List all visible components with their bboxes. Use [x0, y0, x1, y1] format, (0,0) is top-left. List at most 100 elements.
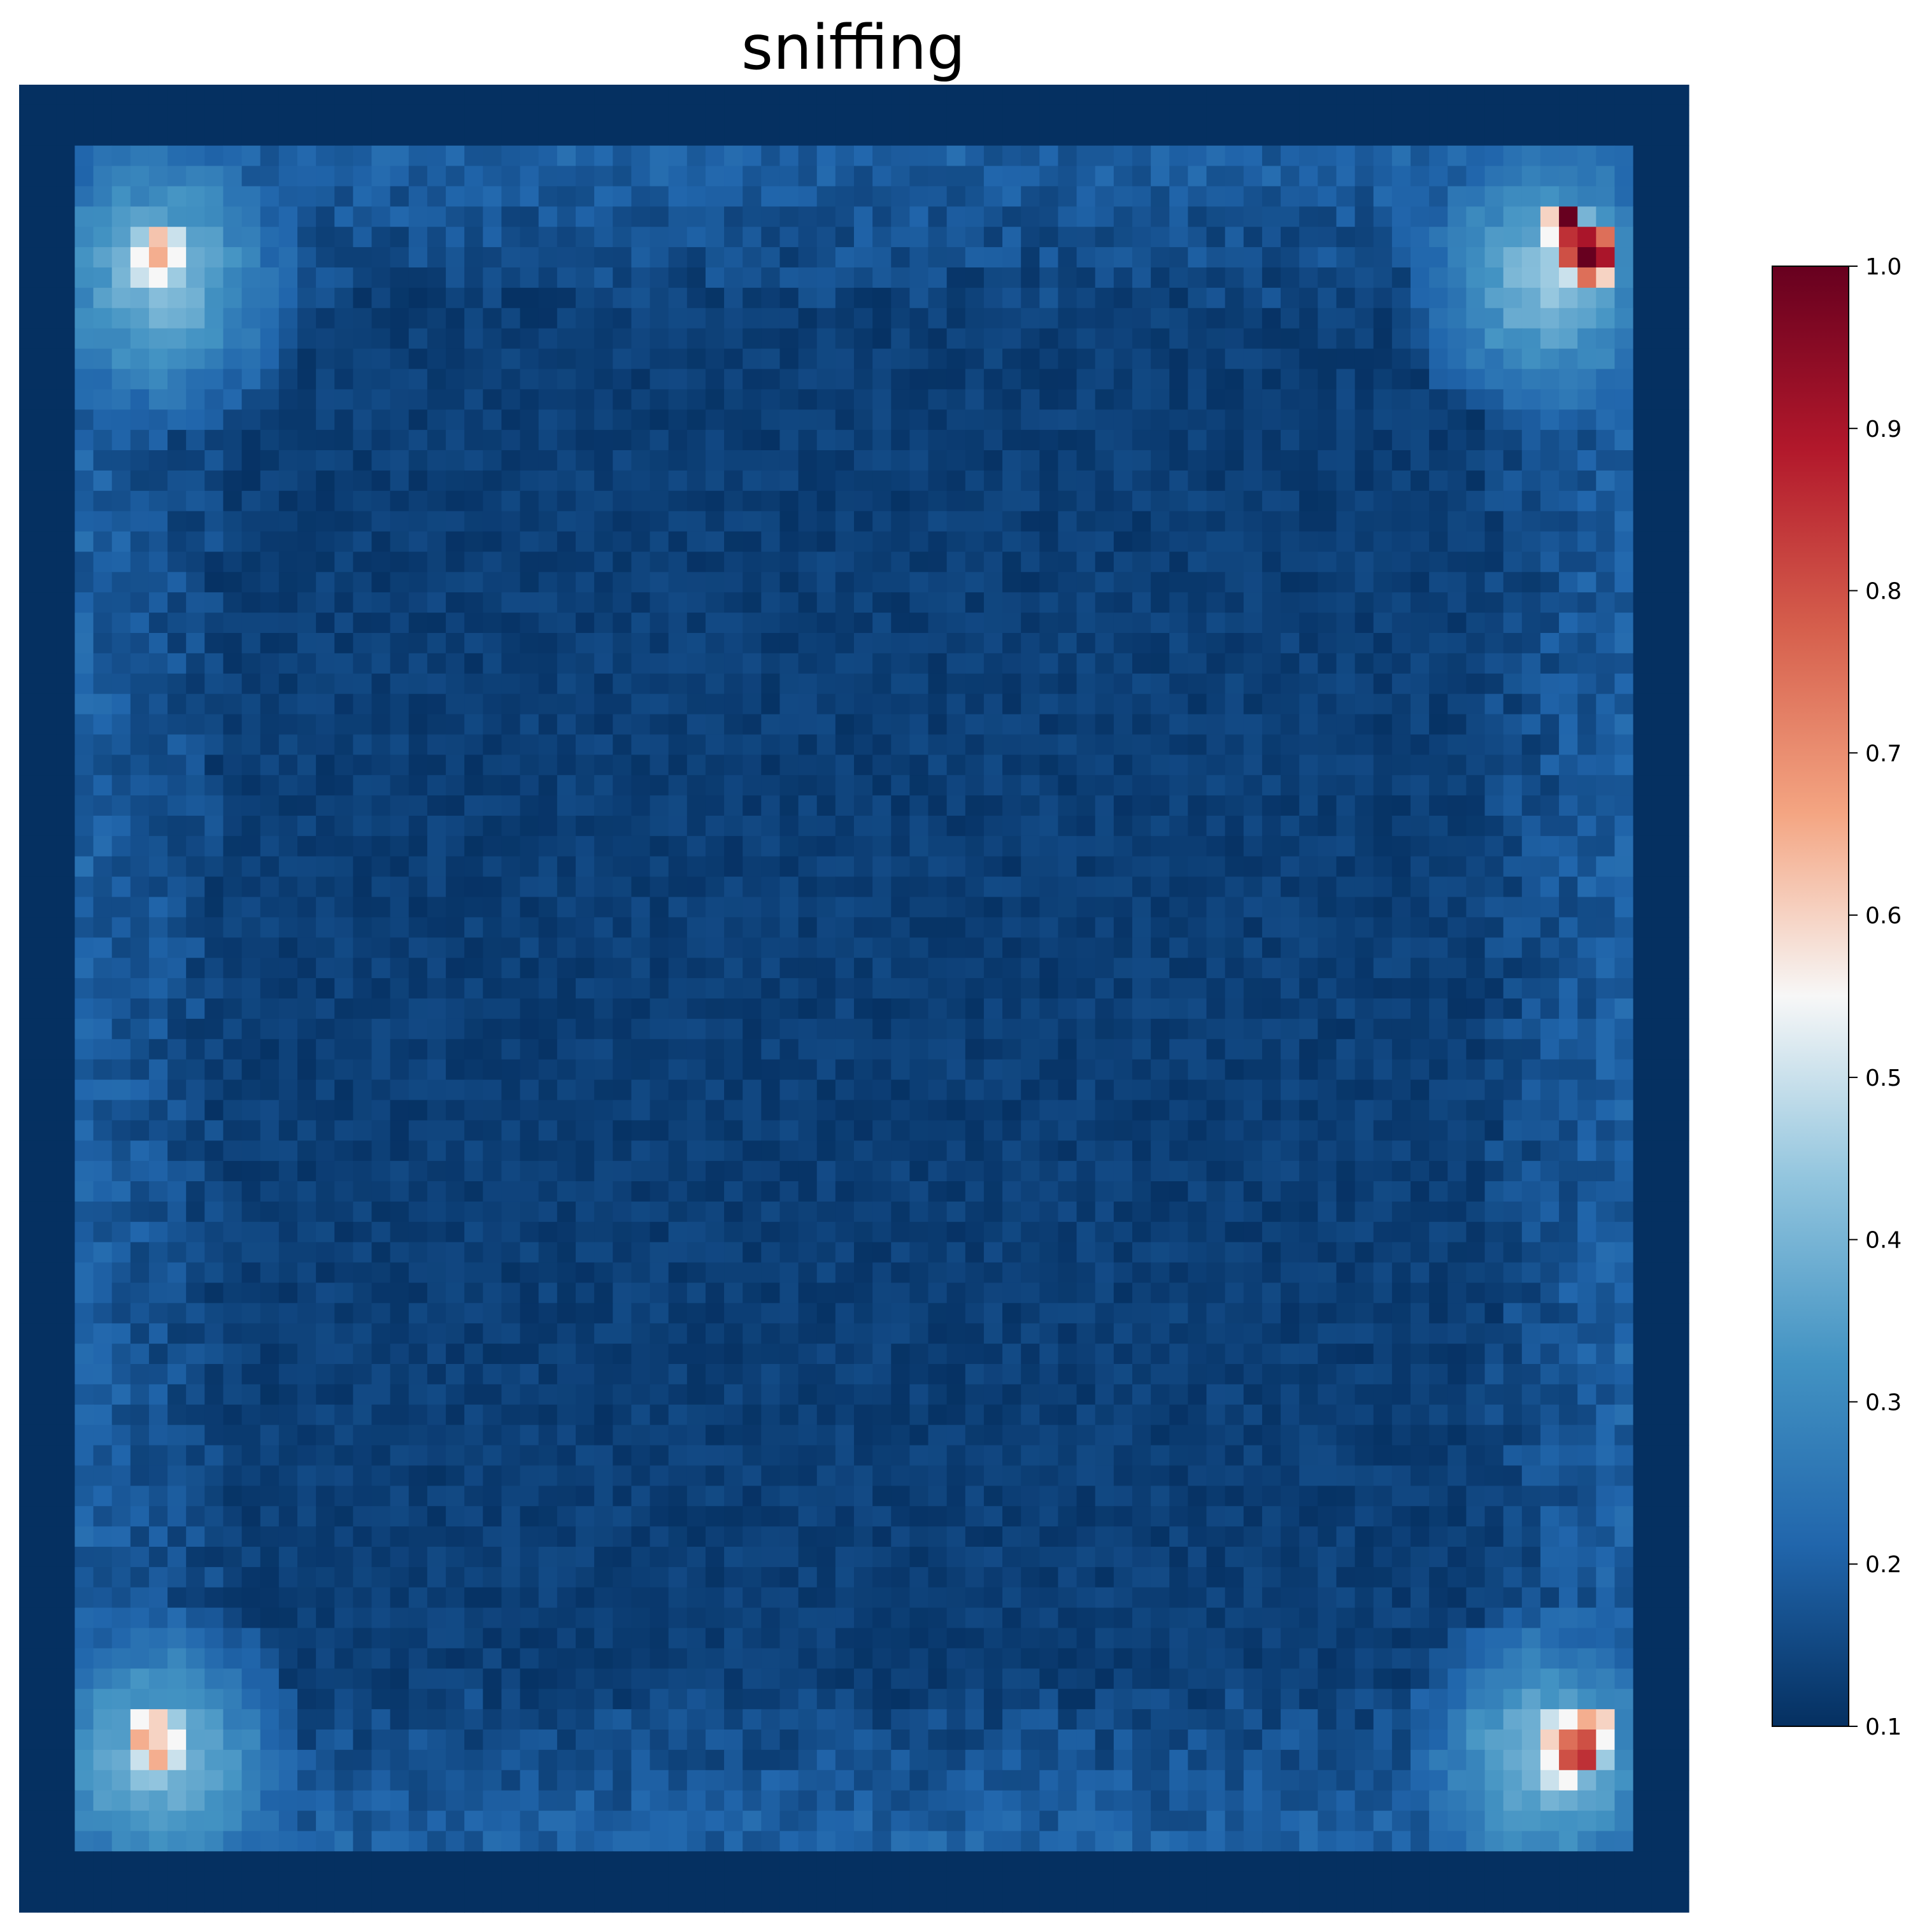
heatmap-cell	[1614, 409, 1634, 430]
heatmap-cell	[1281, 1100, 1300, 1121]
heatmap-cell	[148, 511, 168, 532]
heatmap-cell	[557, 1201, 576, 1223]
heatmap-cell	[854, 206, 873, 227]
heatmap-cell	[1651, 531, 1671, 553]
heatmap-cell	[353, 1018, 373, 1040]
heatmap-cell	[1466, 125, 1486, 146]
heatmap-cell	[1596, 734, 1616, 755]
heatmap-cell	[371, 490, 391, 512]
heatmap-cell	[186, 308, 205, 329]
heatmap-cell	[204, 572, 224, 593]
heatmap-cell	[1484, 816, 1504, 837]
heatmap-cell	[761, 531, 781, 553]
heatmap-cell	[705, 206, 725, 227]
heatmap-cell	[427, 1140, 446, 1161]
heatmap-cell	[167, 308, 187, 329]
heatmap-cell	[483, 1100, 502, 1121]
heatmap-cell	[1577, 85, 1596, 106]
heatmap-cell	[19, 369, 38, 390]
heatmap-cell	[1281, 409, 1300, 430]
heatmap-cell	[1355, 856, 1374, 877]
heatmap-cell	[1243, 1018, 1263, 1040]
heatmap-cell	[1614, 897, 1634, 918]
heatmap-cell	[446, 755, 465, 776]
heatmap-cell	[743, 409, 762, 430]
heatmap-cell	[705, 897, 725, 918]
heatmap-cell	[204, 673, 224, 695]
heatmap-cell	[1651, 633, 1671, 654]
heatmap-cell	[38, 1100, 57, 1121]
heatmap-cell	[983, 856, 1003, 877]
heatmap-cell	[1151, 795, 1170, 816]
heatmap-cell	[1670, 186, 1689, 207]
heatmap-cell	[1262, 85, 1281, 106]
heatmap-cell	[1355, 531, 1374, 553]
heatmap-cell	[816, 308, 836, 329]
heatmap-cell	[278, 755, 298, 776]
heatmap-cell	[1391, 775, 1411, 796]
heatmap-cell	[1391, 816, 1411, 837]
heatmap-cell	[743, 1181, 762, 1202]
heatmap-cell	[835, 389, 855, 410]
heatmap-cell	[1429, 653, 1448, 674]
heatmap-cell	[353, 1140, 373, 1161]
heatmap-cell	[946, 633, 966, 654]
heatmap-cell	[668, 775, 688, 796]
heatmap-cell	[38, 1140, 57, 1161]
heatmap-cell	[1503, 592, 1523, 613]
heatmap-cell	[1225, 247, 1244, 268]
heatmap-cell	[1188, 430, 1207, 451]
heatmap-cell	[93, 511, 113, 532]
heatmap-cell	[1262, 227, 1281, 248]
heatmap-cell	[1299, 633, 1318, 654]
heatmap-cell	[909, 917, 929, 938]
heatmap-cell	[928, 1039, 948, 1060]
heatmap-cell	[1651, 450, 1671, 471]
heatmap-cell	[130, 1140, 150, 1161]
heatmap-cell	[241, 998, 261, 1019]
heatmap-cell	[38, 85, 57, 106]
heatmap-cell	[1243, 450, 1263, 471]
heatmap-cell	[186, 917, 205, 938]
heatmap-cell	[613, 673, 632, 695]
heatmap-cell	[316, 166, 335, 187]
heatmap-cell	[1002, 227, 1021, 248]
heatmap-cell	[724, 775, 743, 796]
heatmap-cell	[111, 978, 131, 999]
heatmap-cell	[186, 876, 205, 898]
heatmap-cell	[1521, 1120, 1541, 1141]
heatmap-cell	[594, 328, 613, 350]
heatmap-cell	[353, 1120, 373, 1141]
heatmap-cell	[1447, 227, 1467, 248]
heatmap-cell	[1076, 470, 1096, 492]
heatmap-cell	[1076, 673, 1096, 695]
heatmap-cell	[1411, 125, 1430, 146]
heatmap-cell	[1484, 917, 1504, 938]
heatmap-cell	[1429, 348, 1448, 370]
heatmap-cell	[1039, 633, 1059, 654]
heatmap-cell	[427, 490, 446, 512]
heatmap-cell	[334, 998, 353, 1019]
heatmap-cell	[520, 430, 539, 451]
heatmap-cell	[798, 531, 818, 553]
heatmap-cell	[260, 1018, 280, 1040]
heatmap-cell	[316, 998, 335, 1019]
heatmap-cell	[1503, 125, 1523, 146]
heatmap-cell	[1466, 227, 1486, 248]
heatmap-cell	[946, 227, 966, 248]
heatmap-cell	[1151, 186, 1170, 207]
heatmap-cell	[965, 592, 985, 613]
heatmap-cell	[1596, 714, 1616, 735]
heatmap-cell	[1503, 531, 1523, 553]
heatmap-cell	[1021, 958, 1040, 979]
heatmap-cell	[668, 897, 688, 918]
heatmap-cell	[260, 267, 280, 288]
heatmap-cell	[148, 1059, 168, 1081]
heatmap-cell	[204, 328, 224, 350]
heatmap-cell	[1151, 998, 1170, 1019]
heatmap-cell	[204, 755, 224, 776]
heatmap-cell	[446, 125, 465, 146]
heatmap-cell	[1336, 389, 1356, 410]
heatmap-cell	[724, 328, 743, 350]
heatmap-cell	[464, 673, 483, 695]
